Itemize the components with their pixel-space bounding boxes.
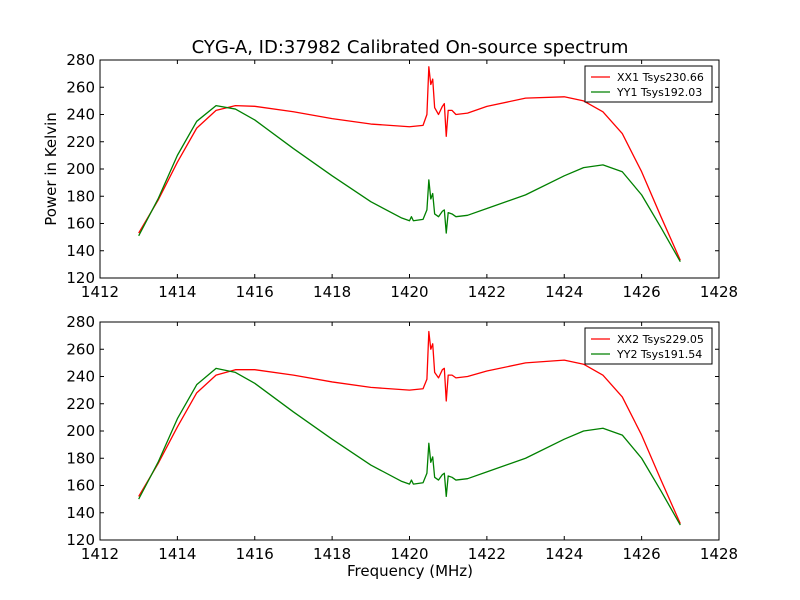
x-tick-label: 1420 — [390, 545, 428, 563]
legend-box — [584, 327, 713, 365]
series-line-xx-1 — [138, 66, 681, 261]
x-tick-label: 1424 — [545, 545, 583, 563]
series-line-xx-2 — [138, 330, 681, 524]
x-tick-label: 1428 — [700, 545, 738, 563]
x-tick-label: 1420 — [390, 283, 428, 301]
x-axis-label: Frequency (MHz) — [347, 562, 473, 580]
series-line-yy-1 — [138, 104, 681, 262]
y-tick-label: 200 — [66, 422, 95, 440]
y-tick-label: 280 — [66, 51, 95, 69]
y-tick-label: 240 — [66, 106, 95, 124]
x-tick-label: 1416 — [236, 545, 274, 563]
y-tick-label: 160 — [66, 215, 95, 233]
y-axis-label: Power in Kelvin — [42, 112, 60, 226]
legend: XX2 Tsys229.05 YY2 Tsys191.54 — [584, 327, 713, 365]
legend-label-xx: XX2 Tsys229.05 — [617, 333, 704, 346]
x-tick-label: 1418 — [313, 545, 351, 563]
x-tick-label: 1424 — [545, 283, 583, 301]
x-tick-label: 1422 — [468, 545, 506, 563]
y-tick-label: 140 — [66, 242, 95, 260]
x-tick-label: 1412 — [81, 545, 119, 563]
top-panel: 1412 1414 1416 1418 1420 1422 1424 1426 1428 120 1… — [66, 51, 738, 301]
chart-title: CYG-A, ID:37982 Calibrated On-source spe… — [192, 37, 629, 58]
y-tick-label: 280 — [66, 313, 95, 331]
x-tick-label: 1426 — [623, 545, 661, 563]
legend-label-yy: YY1 Tsys192.03 — [616, 86, 702, 99]
y-tick-label: 180 — [66, 449, 95, 467]
y-tick-label: 240 — [66, 368, 95, 386]
x-tick-label: 1418 — [313, 283, 351, 301]
legend: XX1 Tsys230.66 YY1 Tsys192.03 — [584, 65, 713, 103]
y-tick-label: 140 — [66, 504, 95, 522]
x-tick-label: 1422 — [468, 283, 506, 301]
x-tick-label: 1428 — [700, 283, 738, 301]
x-tick-label: 1426 — [623, 283, 661, 301]
y-tick-label: 220 — [66, 395, 95, 413]
x-tick-label: 1414 — [158, 545, 196, 563]
y-tick-label: 260 — [66, 78, 95, 96]
y-tick-label: 200 — [66, 160, 95, 178]
legend-box — [584, 65, 713, 103]
y-tick-label: 220 — [66, 133, 95, 151]
y-tick-label: 180 — [66, 187, 95, 205]
y-tick-label: 120 — [66, 531, 95, 549]
y-tick-label: 260 — [66, 340, 95, 358]
legend-label-yy: YY2 Tsys191.54 — [616, 348, 702, 361]
x-tick-label: 1416 — [236, 283, 274, 301]
y-tick-label: 160 — [66, 477, 95, 495]
x-tick-label: 1414 — [158, 283, 196, 301]
bottom-panel: 1412 1414 1416 1418 1420 1422 1424 1426 1428 120 1… — [66, 313, 738, 563]
series-line-yy-2 — [138, 367, 681, 526]
x-tick-label: 1412 — [81, 283, 119, 301]
y-tick-label: 120 — [66, 269, 95, 287]
legend-label-xx: XX1 Tsys230.66 — [617, 71, 704, 84]
